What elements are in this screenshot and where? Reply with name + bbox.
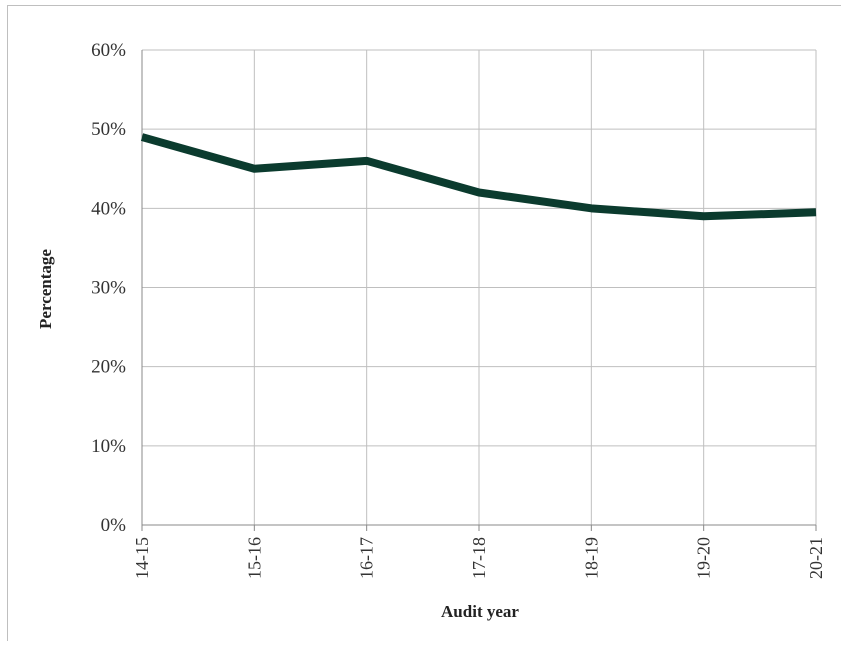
y-tick-label: 60% (91, 40, 126, 61)
y-tick-labels: 0% 10% 20% 30% 40% 50% 60% (91, 40, 126, 536)
x-tick-label: 14-15 (132, 537, 152, 579)
x-tick-label: 18-19 (581, 537, 601, 579)
y-tick-label: 30% (91, 278, 126, 299)
x-tick-label: 19-20 (694, 537, 714, 579)
y-tick-label: 0% (101, 515, 127, 536)
axes (141, 50, 817, 531)
y-axis-title: Percentage (36, 249, 55, 329)
x-tick-label: 15-16 (244, 537, 264, 579)
x-tick-label: 17-18 (469, 537, 489, 579)
x-tick-labels: 14-15 15-16 16-17 17-18 18-19 19-20 20-21 (132, 537, 826, 579)
y-tick-label: 20% (91, 357, 126, 378)
y-tick-label: 10% (91, 436, 126, 457)
gridlines (142, 49, 817, 525)
series (140, 133, 817, 221)
x-tick-label: 16-17 (357, 537, 377, 579)
x-tick-label: 20-21 (806, 537, 826, 579)
y-tick-label: 40% (91, 198, 126, 219)
series-line (140, 133, 817, 221)
y-tick-label: 50% (91, 119, 126, 140)
x-axis-title: Audit year (441, 602, 519, 621)
chart-frame (7, 5, 841, 641)
